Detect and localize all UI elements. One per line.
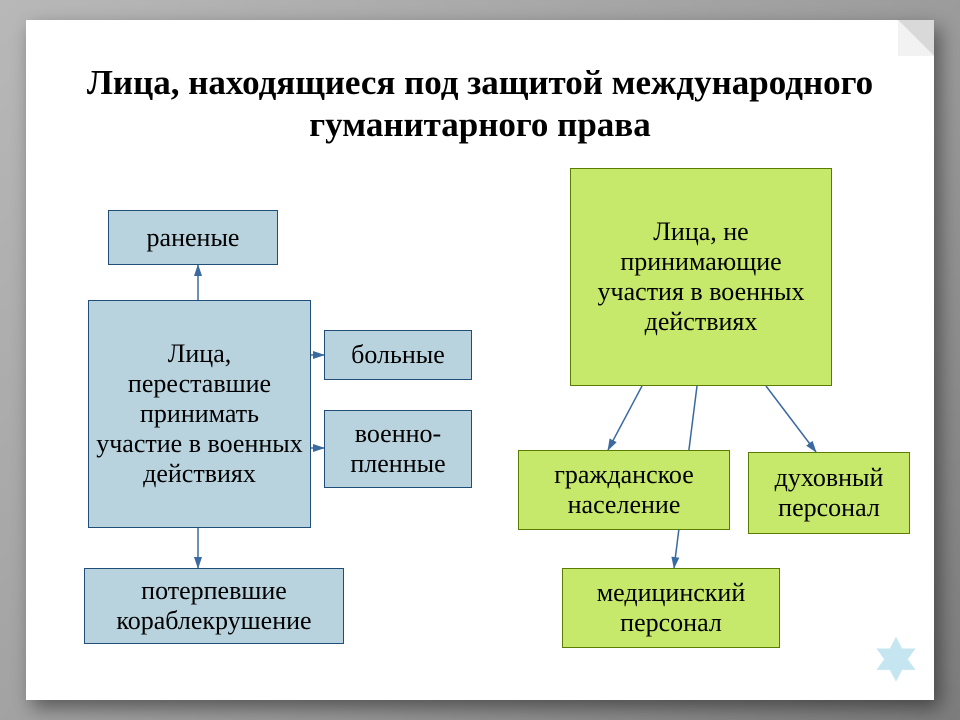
node-civilians: гражданское население: [518, 450, 730, 530]
node-ceased: Лица, переставшие принимать участие в во…: [88, 300, 311, 528]
edge-noncombat-to-clergy: [766, 386, 816, 452]
node-medics: медицинский персонал: [562, 568, 780, 648]
node-clergy: духовный персонал: [748, 452, 910, 534]
node-pow: военно-пленные: [324, 410, 472, 488]
node-sick: больные: [324, 330, 472, 380]
node-shipwreck: потерпевшие кораблекрушение: [84, 568, 344, 644]
node-wounded: раненые: [108, 210, 278, 265]
node-noncombat: Лица, не принимающие участия в военных д…: [570, 168, 832, 386]
star-badge-icon: [868, 634, 924, 690]
edge-noncombat-to-civilians: [608, 386, 642, 450]
slide-title: Лица, находящиеся под защитой международ…: [26, 62, 934, 146]
page-curl: [898, 20, 934, 56]
stage: Лица, находящиеся под защитой международ…: [0, 0, 960, 720]
slide-sheet: Лица, находящиеся под защитой международ…: [26, 20, 934, 700]
